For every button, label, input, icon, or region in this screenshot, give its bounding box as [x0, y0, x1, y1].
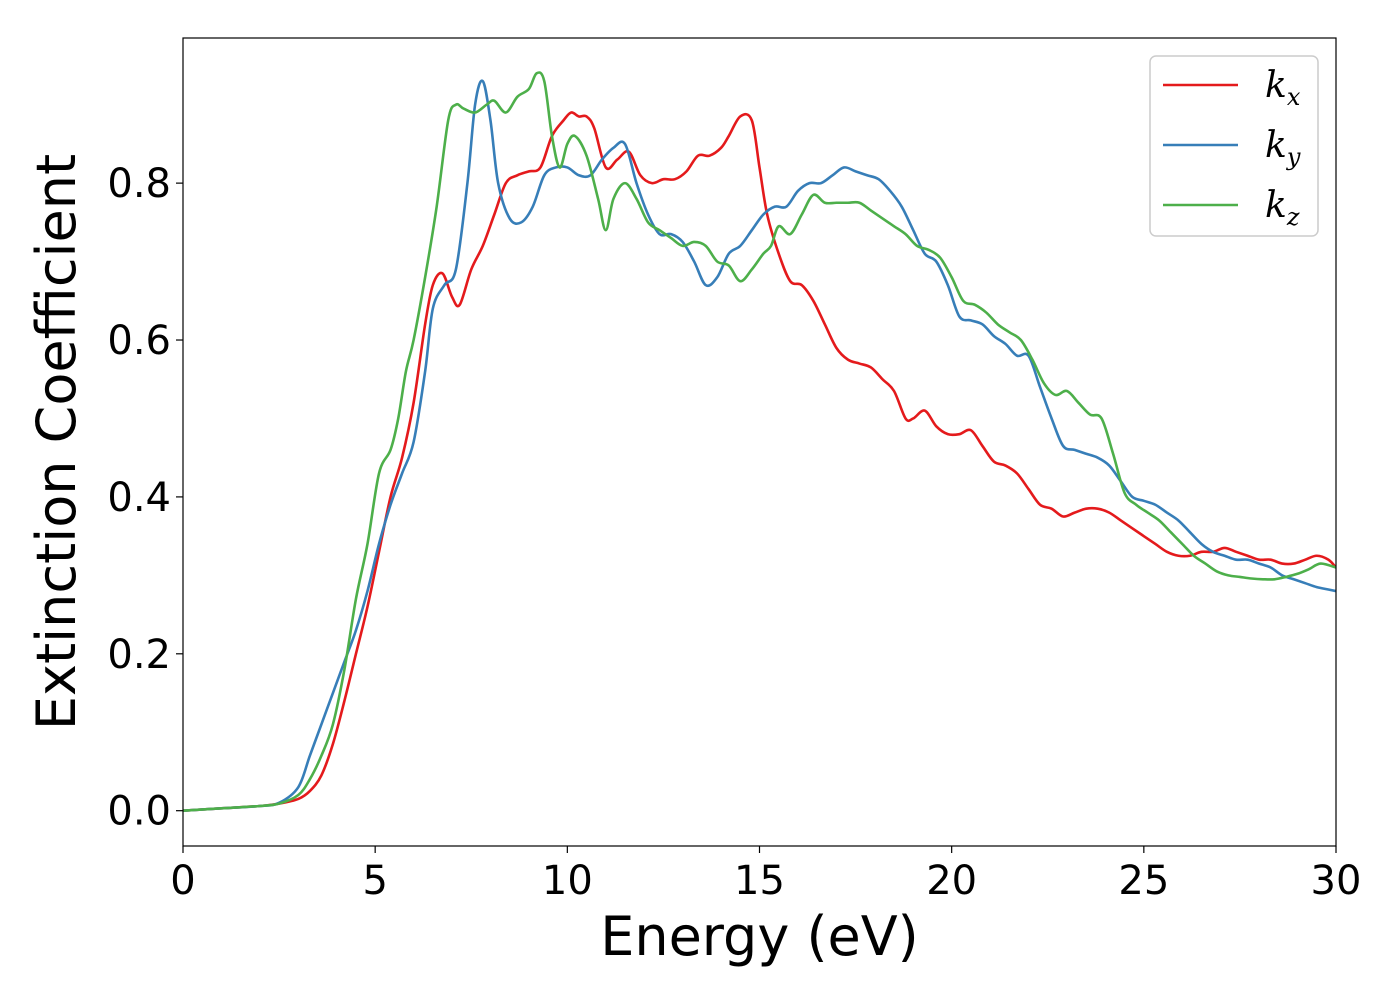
x-tick-label: 20 — [926, 858, 977, 904]
legend-label-y: ky — [1265, 125, 1301, 171]
y-tick-label: 0.0 — [107, 789, 171, 835]
x-tick-label: 5 — [362, 858, 387, 904]
y-tick-label: 0.4 — [107, 475, 171, 521]
x-axis-title: Energy (eV) — [600, 905, 919, 968]
legend-label-z: kz — [1265, 185, 1300, 231]
x-tick-label: 15 — [734, 858, 785, 904]
legend-label-sub: y — [1286, 143, 1301, 171]
legend-label-main: k — [1265, 125, 1287, 166]
x-tick-label: 25 — [1118, 858, 1169, 904]
y-tick-label: 0.2 — [107, 632, 171, 678]
legend-label-sub: x — [1287, 83, 1301, 111]
series-line-y — [183, 79, 1336, 812]
series-line-x — [183, 111, 1336, 812]
x-tick-label: 0 — [170, 858, 195, 904]
y-axis: 0.0 0.2 0.4 0.6 0.8 — [107, 161, 183, 835]
y-tick-label: 0.6 — [107, 318, 171, 364]
legend-label-main: k — [1265, 185, 1287, 226]
y-axis-title: Extinction Coefficient — [25, 154, 88, 730]
legend-label-main: k — [1265, 65, 1287, 106]
legend-label-x: kx — [1265, 65, 1301, 111]
x-tick-label: 30 — [1311, 858, 1362, 904]
x-tick-label: 10 — [542, 858, 593, 904]
series-layer — [183, 71, 1336, 812]
x-axis: 0 5 10 15 20 25 30 — [170, 846, 1361, 904]
y-tick-label: 0.8 — [107, 161, 171, 207]
legend-label-sub: z — [1286, 203, 1300, 231]
series-line-z — [183, 71, 1336, 812]
